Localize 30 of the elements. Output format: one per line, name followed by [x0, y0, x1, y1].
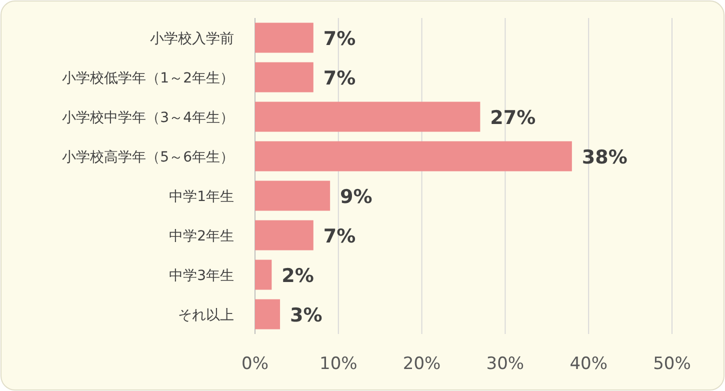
y-tick-label: 小学校低学年（1～2年生） [62, 70, 234, 86]
y-tick-label: 小学校高学年（5～6年生） [62, 149, 234, 166]
y-tick-label: 小学校中学年（3～4年生） [62, 110, 234, 126]
data-label: 3% [290, 304, 322, 326]
data-label: 2% [282, 264, 314, 287]
bar [255, 260, 272, 290]
x-tick-label: 30% [486, 354, 524, 374]
data-label: 7% [323, 67, 356, 90]
data-label: 38% [582, 146, 628, 168]
y-tick-label: 中学2年生 [169, 228, 234, 244]
bar [255, 141, 572, 172]
bar [255, 22, 314, 53]
x-tick-label: 50% [653, 354, 691, 374]
y-tick-label: 小学校入学前 [150, 30, 234, 47]
x-tick-label: 10% [320, 354, 358, 374]
data-label: 27% [490, 106, 536, 129]
data-label: 7% [323, 225, 356, 248]
y-tick-label: 中学1年生 [169, 188, 234, 205]
data-label: 7% [323, 28, 356, 50]
bar [255, 220, 314, 250]
bar [255, 180, 330, 211]
bar [255, 299, 280, 330]
x-tick-label: 40% [570, 354, 608, 374]
y-tick-label: それ以上 [178, 307, 234, 324]
data-label: 9% [340, 186, 372, 208]
y-tick-label: 中学3年生 [169, 268, 234, 284]
x-tick-label: 0% [242, 354, 268, 374]
x-tick-label: 20% [402, 354, 441, 374]
bar [255, 102, 480, 132]
bar [255, 62, 314, 92]
